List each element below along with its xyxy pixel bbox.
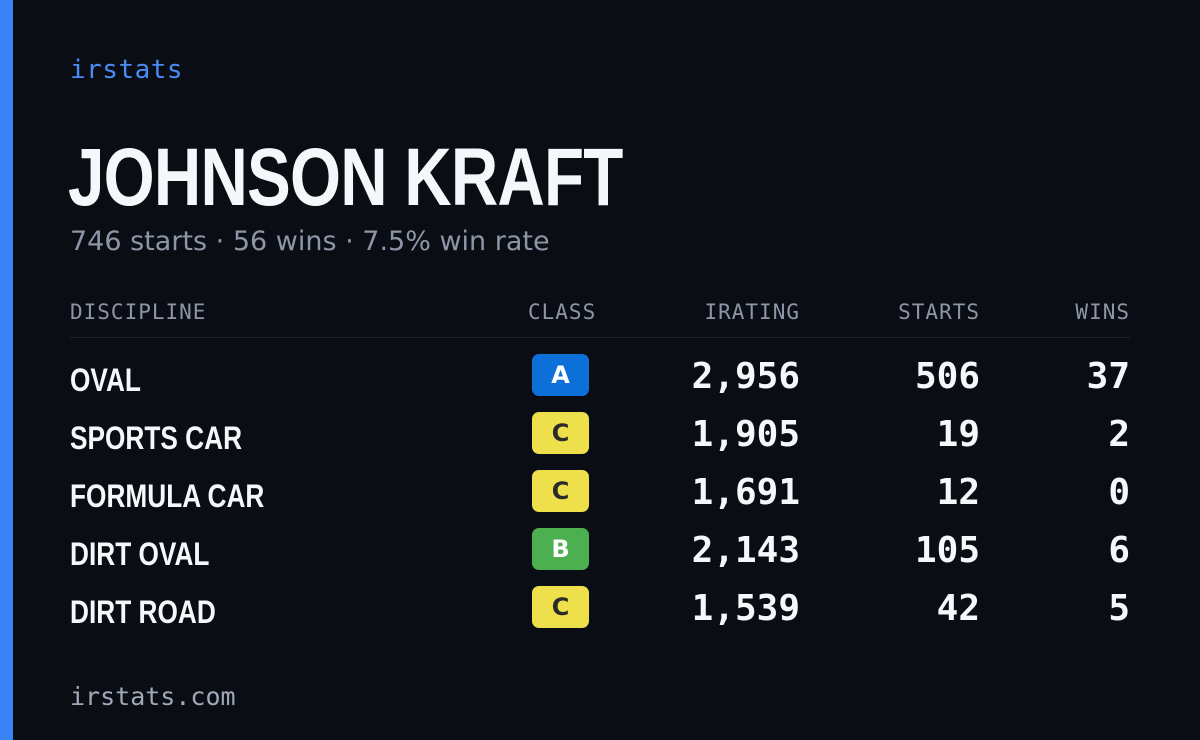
discipline-name: FORMULA CAR: [70, 478, 265, 514]
header-wins: WINS: [1075, 300, 1130, 324]
starts-value: 105: [914, 530, 980, 571]
class-badge: C: [532, 586, 589, 628]
table-row: SPORTS CAR C 1,905 19 2: [0, 406, 1200, 464]
table-row: FORMULA CAR C 1,691 12 0: [0, 464, 1200, 522]
wins-value: 2: [1108, 414, 1130, 455]
starts-value: 12: [936, 472, 980, 513]
header-divider: [70, 337, 1130, 338]
starts-value: 506: [914, 356, 980, 397]
class-badge: C: [532, 412, 589, 454]
table-row: DIRT ROAD C 1,539 42 5: [0, 580, 1200, 638]
class-badge: A: [532, 354, 589, 396]
discipline-name: OVAL: [70, 362, 141, 398]
header-class: CLASS: [528, 300, 597, 324]
header-discipline: DISCIPLINE: [70, 300, 207, 324]
discipline-name: SPORTS CAR: [70, 420, 243, 456]
accent-bar: [0, 0, 13, 740]
driver-name: JOHNSON KRAFT: [68, 132, 623, 223]
irating-value: 1,539: [691, 588, 800, 629]
discipline-table: OVAL A 2,956 506 37 SPORTS CAR C 1,905 1…: [0, 348, 1200, 638]
header-irating: IRATING: [704, 300, 800, 324]
wins-value: 5: [1108, 588, 1130, 629]
footer-url: irstats.com: [70, 682, 236, 711]
table-row: OVAL A 2,956 506 37: [0, 348, 1200, 406]
irating-value: 2,956: [691, 356, 800, 397]
wins-value: 37: [1086, 356, 1130, 397]
irating-value: 2,143: [691, 530, 800, 571]
class-badge: C: [532, 470, 589, 512]
discipline-name: DIRT OVAL: [70, 536, 210, 572]
irating-value: 1,905: [691, 414, 800, 455]
table-row: DIRT OVAL B 2,143 105 6: [0, 522, 1200, 580]
discipline-name: DIRT ROAD: [70, 594, 216, 630]
wins-value: 6: [1108, 530, 1130, 571]
irating-value: 1,691: [691, 472, 800, 513]
header-starts: STARTS: [898, 300, 980, 324]
class-badge: B: [532, 528, 589, 570]
starts-value: 19: [936, 414, 980, 455]
brand-logo-text: irstats: [70, 55, 184, 85]
driver-summary: 746 starts · 56 wins · 7.5% win rate: [70, 226, 550, 257]
starts-value: 42: [936, 588, 980, 629]
wins-value: 0: [1108, 472, 1130, 513]
